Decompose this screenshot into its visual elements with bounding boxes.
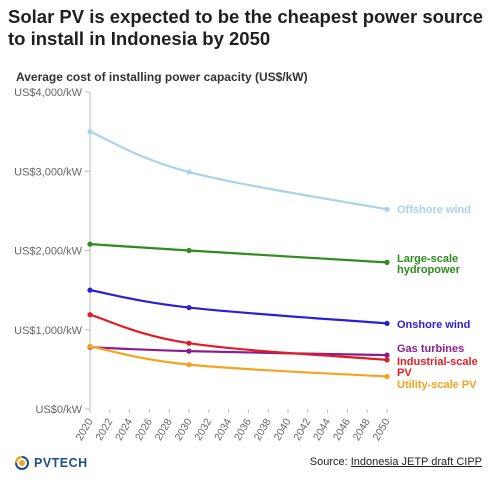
x-tick-label: 2050 xyxy=(371,416,393,442)
pvtech-logo: PVTECH xyxy=(14,455,88,471)
x-tick-label: 2046 xyxy=(331,416,353,442)
series-line xyxy=(89,243,388,264)
chart-series xyxy=(87,129,390,380)
series-point xyxy=(186,340,192,346)
series-label: Large-scale xyxy=(397,253,458,265)
series-label: Utility-scale PV xyxy=(397,379,477,391)
series-label: Gas turbines xyxy=(397,343,464,355)
series-point xyxy=(87,129,93,135)
series-point xyxy=(384,259,390,265)
pvtech-logo-icon xyxy=(15,456,29,470)
source-prefix: Source: xyxy=(309,456,351,468)
logo-text: PVTECH xyxy=(34,456,88,470)
x-tick-label: 2036 xyxy=(232,416,254,442)
chart-axes: US$0/kW US$1,000/kW US$2,000/kW US$3,000/kW… xyxy=(14,87,393,443)
x-tick-label: 2038 xyxy=(252,416,274,442)
series-label: Offshore wind xyxy=(397,204,471,216)
series-point xyxy=(87,241,93,247)
x-tick-label: 2030 xyxy=(173,416,195,442)
series-point xyxy=(87,287,93,293)
chart-subtitle: Average cost of installing power capacit… xyxy=(16,70,308,84)
y-tick-label: US$3,000/kW xyxy=(14,166,82,178)
source-link[interactable]: Indonesia JETP draft CIPP xyxy=(350,456,482,468)
series-label: Industrial-scale xyxy=(397,356,478,368)
series-point xyxy=(186,348,192,354)
x-tick-label: 2034 xyxy=(212,416,234,442)
x-tick-label: 2022 xyxy=(93,416,115,442)
series-point xyxy=(186,362,192,368)
x-tick-label: 2026 xyxy=(133,416,155,442)
series-point xyxy=(186,247,192,254)
series-line xyxy=(89,289,388,325)
x-tick-label: 2042 xyxy=(291,416,313,442)
source-note: Source: Indonesia JETP draft CIPP xyxy=(310,456,482,468)
series-line xyxy=(89,345,388,378)
series-label: Onshore wind xyxy=(397,319,470,331)
series-point xyxy=(87,312,93,318)
x-tick-label: 2040 xyxy=(272,416,294,442)
x-tick-label: 2028 xyxy=(153,416,175,442)
series-line xyxy=(89,130,388,211)
y-tick-label: US$1,000/kW xyxy=(14,325,82,337)
x-tick-label: 2032 xyxy=(192,416,214,442)
series-point xyxy=(384,320,390,327)
series-point xyxy=(384,206,390,212)
x-tick-label: 2020 xyxy=(74,416,96,442)
x-tick-label: 2024 xyxy=(113,416,135,442)
series-point xyxy=(186,304,192,311)
series-point xyxy=(384,373,390,380)
y-tick-label: US$4,000/kW xyxy=(14,87,82,99)
y-tick-label: US$0/kW xyxy=(36,404,83,416)
series-label: PV xyxy=(397,367,412,379)
series-point xyxy=(384,357,390,363)
x-tick-label: 2048 xyxy=(351,416,373,442)
series-line xyxy=(89,346,388,357)
series-point xyxy=(87,343,93,349)
series-label: hydropower xyxy=(397,264,461,276)
series-point xyxy=(186,169,192,175)
series-point xyxy=(384,352,390,358)
chart-title: Solar PV is expected to be the cheapest … xyxy=(8,6,483,49)
series-line xyxy=(89,313,388,361)
y-tick-label: US$2,000/kW xyxy=(14,246,82,258)
x-tick-label: 2044 xyxy=(311,416,333,442)
